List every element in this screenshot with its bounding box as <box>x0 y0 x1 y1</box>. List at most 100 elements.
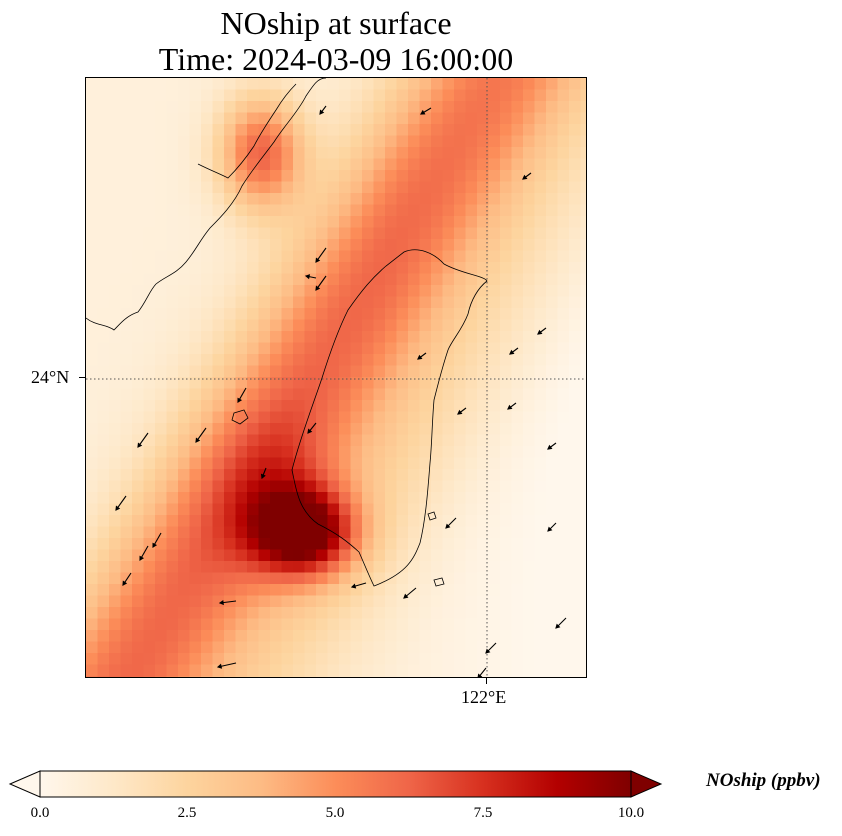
field-cell <box>546 319 559 332</box>
field-cell <box>224 469 237 482</box>
field-cell <box>488 446 501 459</box>
field-cell <box>224 101 237 114</box>
field-cell <box>419 273 432 286</box>
field-cell <box>546 239 559 252</box>
field-cell <box>86 365 99 378</box>
field-cell <box>178 503 191 516</box>
field-cell <box>86 549 99 562</box>
field-cell <box>212 595 225 608</box>
field-cell <box>442 503 455 516</box>
field-cell <box>546 457 559 470</box>
field-cell <box>120 158 133 171</box>
field-cell <box>454 147 467 160</box>
field-cell <box>86 538 99 551</box>
field-cell <box>97 526 110 539</box>
field-cell <box>224 446 237 459</box>
field-cell <box>580 112 586 125</box>
field-cell <box>86 480 99 493</box>
field-cell <box>373 515 386 528</box>
field-cell <box>362 227 375 240</box>
field-cell <box>201 377 214 390</box>
field-cell <box>201 492 214 505</box>
field-cell <box>385 549 398 562</box>
field-cell <box>97 434 110 447</box>
field-cell <box>212 296 225 309</box>
field-cell <box>281 653 294 666</box>
field-cell <box>350 135 363 148</box>
wind-arrowhead <box>403 593 409 599</box>
field-cell <box>465 618 478 631</box>
field-cell <box>86 607 99 620</box>
field-cell <box>419 676 432 677</box>
field-cell <box>500 250 513 263</box>
field-cell <box>523 434 536 447</box>
field-cell <box>235 204 248 217</box>
field-cell <box>419 204 432 217</box>
field-cell <box>488 503 501 516</box>
field-cell <box>247 457 260 470</box>
field-cell <box>408 89 421 102</box>
field-cell <box>189 147 202 160</box>
field-cell <box>454 411 467 424</box>
field-cell <box>569 664 582 677</box>
field-cell <box>408 388 421 401</box>
field-cell <box>327 549 340 562</box>
field-cell <box>523 664 536 677</box>
field-cell <box>293 89 306 102</box>
field-cell <box>419 377 432 390</box>
field-cell <box>132 446 145 459</box>
field-cell <box>454 193 467 206</box>
field-cell <box>189 239 202 252</box>
field-cell <box>419 388 432 401</box>
field-cell <box>109 319 122 332</box>
field-cell <box>109 112 122 125</box>
field-cell <box>235 377 248 390</box>
field-cell <box>431 78 444 91</box>
field-cell <box>293 549 306 562</box>
field-cell <box>580 308 586 321</box>
field-cell <box>235 239 248 252</box>
field-cell <box>442 308 455 321</box>
field-cell <box>178 285 191 298</box>
field-cell <box>500 492 513 505</box>
field-cell <box>557 342 570 355</box>
field-cell <box>155 572 168 585</box>
field-cell <box>511 584 524 597</box>
field-cell <box>362 89 375 102</box>
field-cell <box>109 492 122 505</box>
field-cell <box>132 273 145 286</box>
field-cell <box>143 653 156 666</box>
field-cell <box>258 181 271 194</box>
field-cell <box>465 181 478 194</box>
field-cell <box>546 135 559 148</box>
field-cell <box>500 469 513 482</box>
field-cell <box>362 216 375 229</box>
field-cell <box>166 607 179 620</box>
field-cell <box>224 204 237 217</box>
field-cell <box>132 239 145 252</box>
field-cell <box>523 331 536 344</box>
field-cell <box>258 227 271 240</box>
field-cell <box>327 193 340 206</box>
field-cell <box>178 78 191 91</box>
field-cell <box>454 273 467 286</box>
field-cell <box>224 515 237 528</box>
field-cell <box>132 515 145 528</box>
field-cell <box>132 561 145 574</box>
field-cell <box>109 446 122 459</box>
field-cell <box>477 227 490 240</box>
field-cell <box>178 112 191 125</box>
field-cell <box>569 181 582 194</box>
field-cell <box>247 216 260 229</box>
field-cell <box>247 377 260 390</box>
field-cell <box>557 101 570 114</box>
field-cell <box>454 457 467 470</box>
field-cell <box>396 285 409 298</box>
field-cell <box>350 411 363 424</box>
field-cell <box>419 216 432 229</box>
field-cell <box>373 135 386 148</box>
field-cell <box>143 595 156 608</box>
field-cell <box>270 135 283 148</box>
field-cell <box>488 101 501 114</box>
field-cell <box>304 641 317 654</box>
